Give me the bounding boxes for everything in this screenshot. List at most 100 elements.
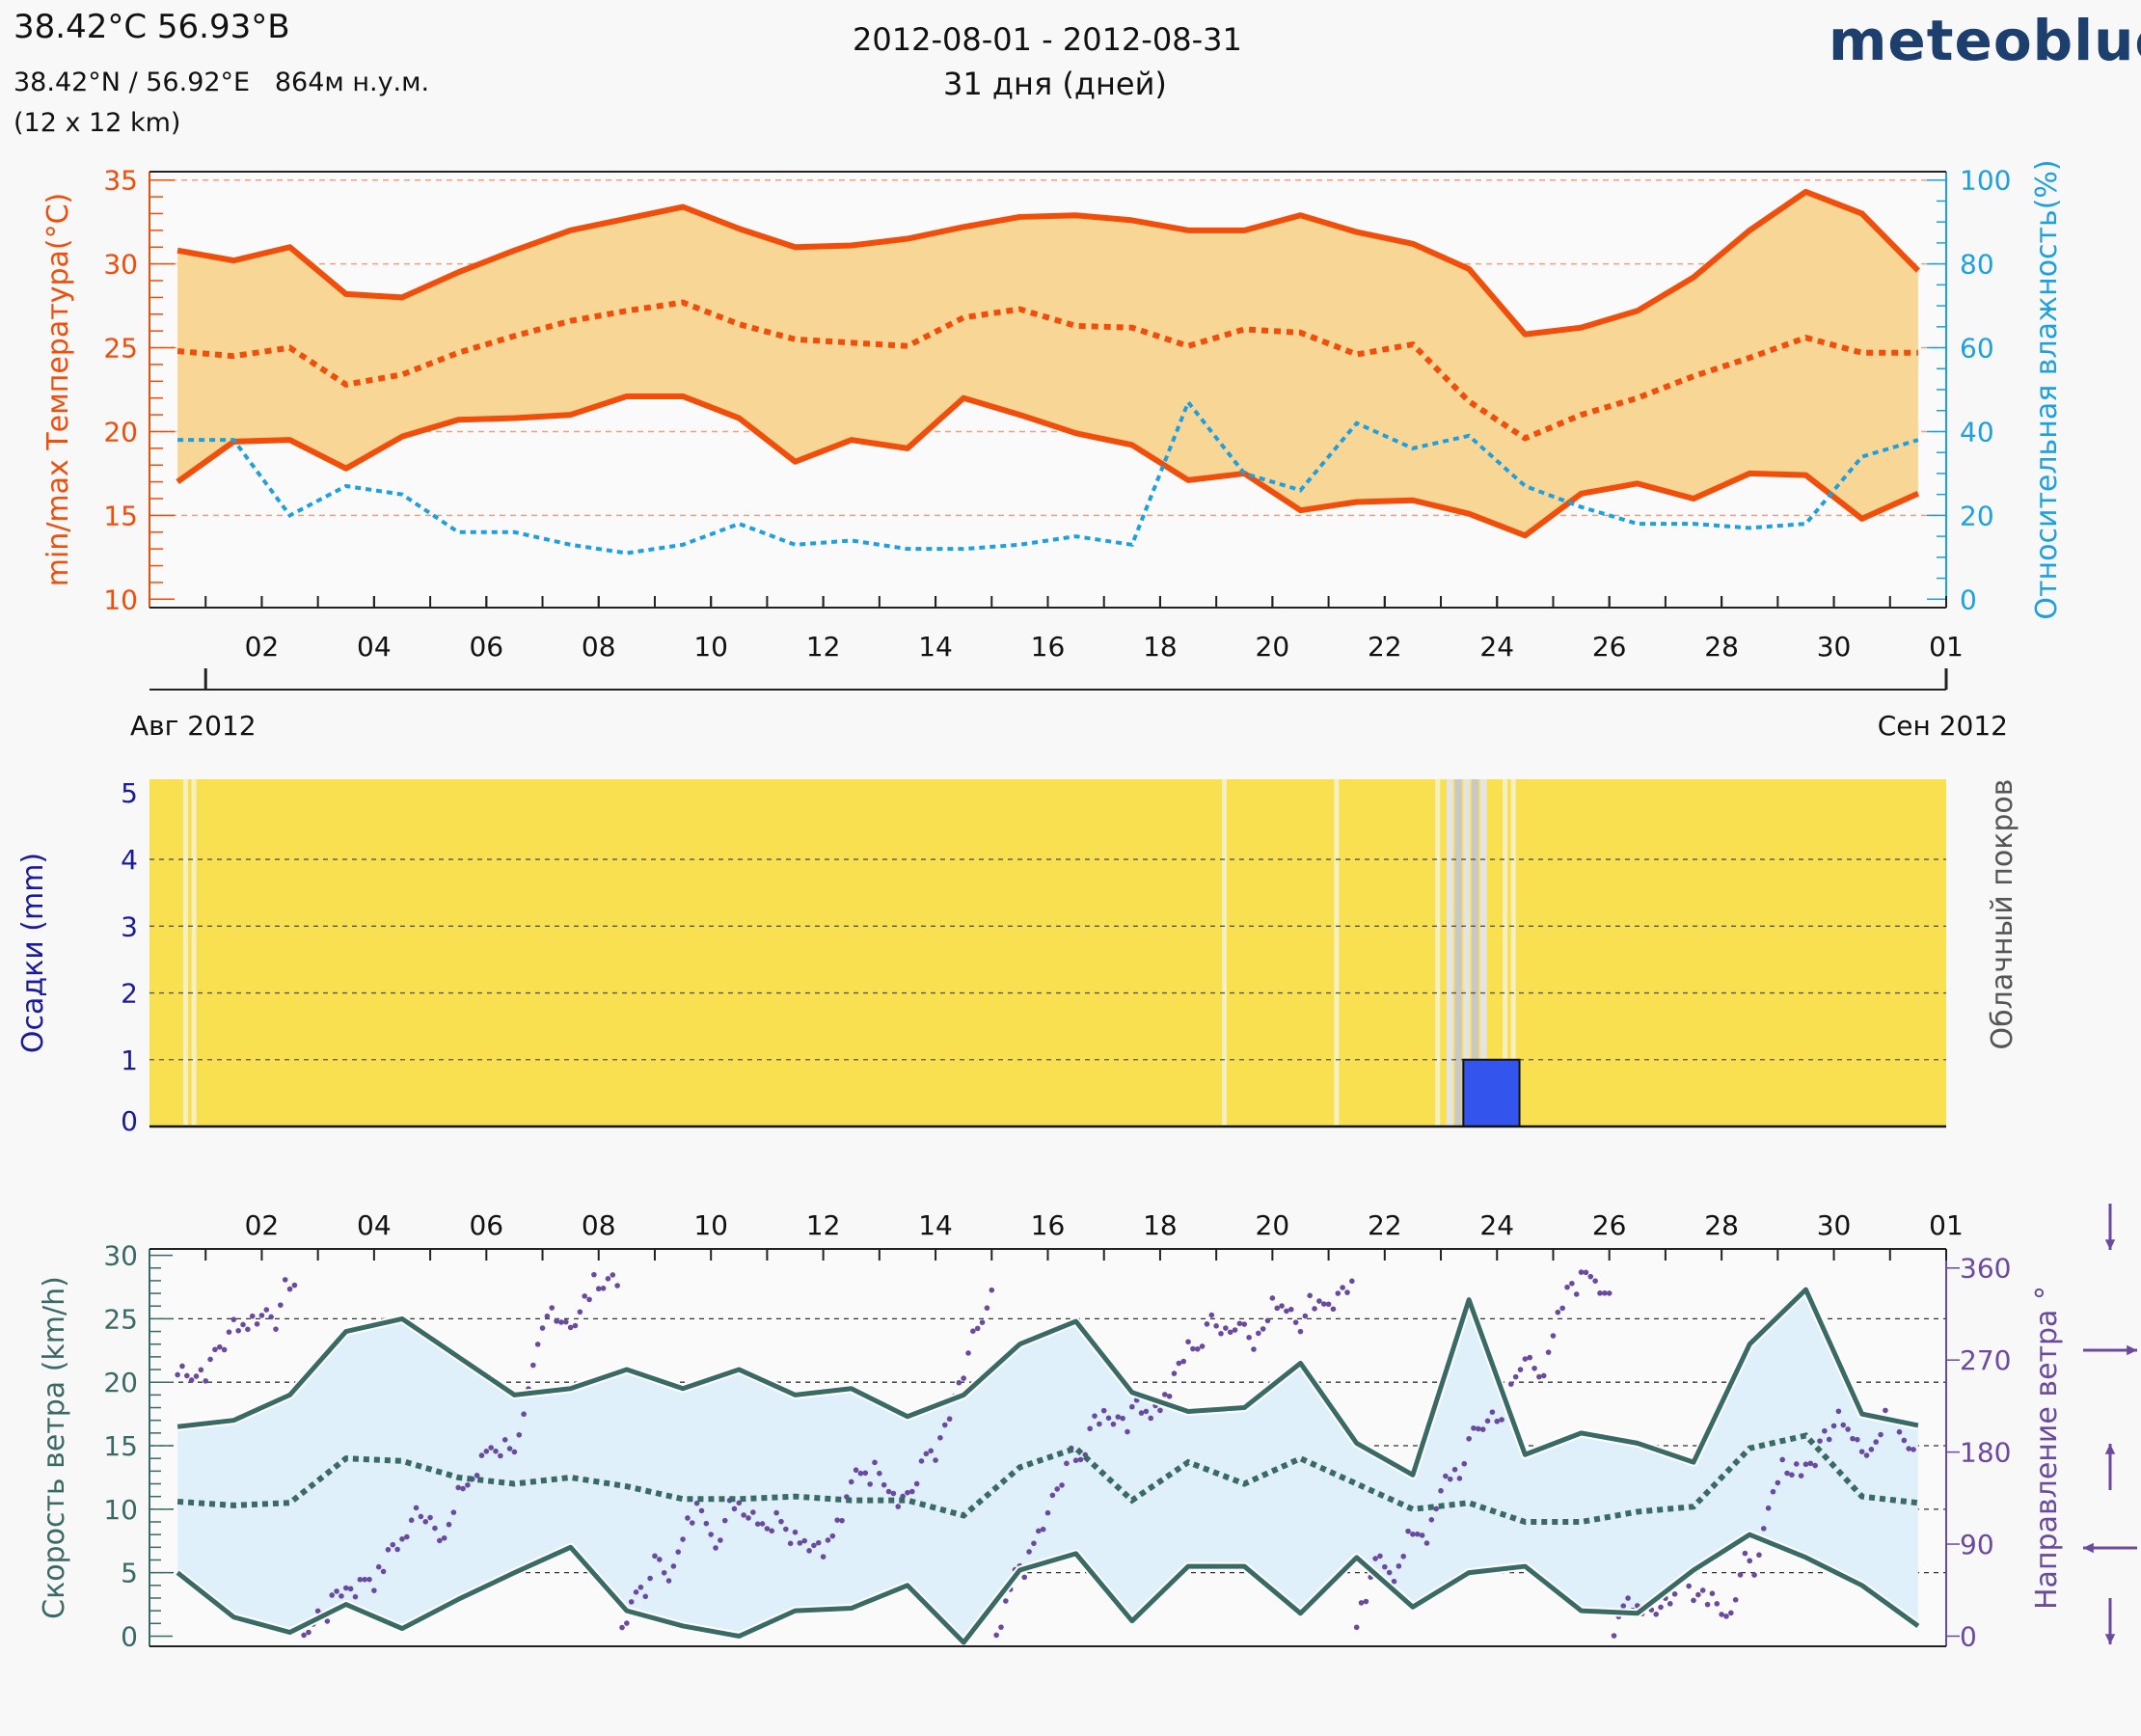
wind-direction-point [1587, 1273, 1594, 1280]
wind-direction-point [998, 1624, 1004, 1630]
wind-direction-point [1003, 1598, 1009, 1604]
wind-direction-point [970, 1328, 976, 1334]
wind-direction-point [1569, 1280, 1575, 1287]
wind-direction-point [857, 1470, 864, 1477]
wind-direction-point [1830, 1423, 1837, 1429]
wind-direction-point [1115, 1414, 1122, 1420]
wind-direction-point [567, 1324, 574, 1331]
cloud-overcast-strip [1472, 779, 1479, 1126]
wind-direction-point [362, 1576, 367, 1583]
cloud-axis-label: Облачный покров [1986, 779, 2019, 1050]
wind-direction-point [1695, 1591, 1701, 1598]
wind-direction-point [956, 1379, 962, 1386]
wind-direction-point [918, 1458, 925, 1464]
wind-direction-point [1578, 1269, 1585, 1275]
wind-direction-point [1527, 1354, 1533, 1361]
temp-x-tick-label: 04 [357, 631, 392, 663]
wind-direction-point [713, 1545, 718, 1551]
wind-direction-point [1667, 1601, 1673, 1607]
wind-direction-point [1312, 1306, 1317, 1312]
wind-direction-point [339, 1593, 344, 1599]
wind-direction-point [1583, 1269, 1589, 1276]
temp-x-tick-label: 02 [245, 631, 280, 663]
wind-direction-point [1699, 1587, 1706, 1593]
wind-direction-point [273, 1326, 279, 1332]
wind-direction-point [1049, 1492, 1056, 1499]
wind-direction-point [979, 1319, 986, 1325]
wind-x-tick-label: 22 [1368, 1209, 1402, 1241]
wind-direction-point [465, 1481, 471, 1488]
wind-direction-point [1760, 1526, 1767, 1532]
wind-direction-point [1316, 1298, 1322, 1304]
wind-direction-point [1330, 1306, 1337, 1313]
wind-direction-point [670, 1563, 677, 1569]
temp-x-tick-label: 24 [1479, 631, 1514, 663]
wind-direction-point [848, 1478, 854, 1485]
wind-direction-point [1405, 1528, 1411, 1534]
wind-direction-point [974, 1325, 981, 1332]
wind-direction-point [1040, 1526, 1046, 1533]
wind-direction-point [1471, 1424, 1477, 1431]
wind-direction-point [1845, 1426, 1851, 1432]
wind-direction-point [628, 1599, 635, 1605]
wind-direction-point [595, 1286, 602, 1292]
wind-direction-point [1292, 1319, 1299, 1325]
wind-direction-point [633, 1589, 639, 1595]
wind-direction-point [689, 1520, 695, 1526]
wind-direction-point [1602, 1289, 1608, 1296]
wind-direction-point [1451, 1466, 1458, 1473]
wind-direction-point [446, 1521, 452, 1528]
wind-direction-point [498, 1452, 503, 1459]
wind-direction-point [521, 1411, 527, 1418]
wind-tick-label: 15 [103, 1430, 138, 1462]
wind-direction-point [1161, 1392, 1168, 1397]
location-title: 38.42°С 56.93°В [14, 8, 290, 46]
coordinates: 38.42°N / 56.92°E 864м н.у.м. [14, 68, 430, 97]
wind-direction-point [450, 1509, 457, 1515]
wind-direction-point [801, 1537, 808, 1544]
wind-direction-point [1372, 1556, 1378, 1561]
wind-direction-point [1166, 1393, 1173, 1399]
wind-direction-point [1835, 1408, 1842, 1415]
wind-direction-point [811, 1542, 817, 1549]
wind-direction-point [1479, 1426, 1486, 1432]
wind-direction-point [1686, 1583, 1692, 1589]
wind-direction-point [1340, 1285, 1345, 1290]
wind-direction-point [1536, 1373, 1542, 1380]
wind-direction-point [1097, 1421, 1102, 1427]
wind-direction-point [404, 1533, 410, 1540]
humidity-tick-label: 20 [1960, 500, 1994, 531]
wind-direction-point [324, 1618, 331, 1624]
wind-direction-point [1822, 1427, 1828, 1434]
wind-direction-point [539, 1325, 546, 1331]
wind-direction-point [1396, 1563, 1402, 1569]
temp-min-line [176, 393, 1920, 539]
wind-direction-point [1190, 1345, 1196, 1352]
wind-direction-point [188, 1377, 195, 1383]
wind-direction-point [1620, 1603, 1627, 1609]
wind-direction-point [1269, 1295, 1276, 1301]
wind-direction-point [853, 1467, 859, 1474]
wind-direction-point [1714, 1601, 1721, 1607]
wind-direction-point [1855, 1436, 1860, 1443]
wind-direction-point [1157, 1407, 1163, 1414]
wind-direction-point [1709, 1590, 1716, 1597]
wind-direction-point [226, 1329, 232, 1335]
wind-direction-point [193, 1373, 200, 1379]
wind-x-tick-label: 28 [1704, 1209, 1739, 1241]
wind-direction-point [291, 1282, 298, 1288]
wind-direction-point [1213, 1323, 1219, 1329]
wind-direction-point [1335, 1290, 1342, 1296]
wind-direction-point [544, 1313, 551, 1319]
wind-direction-point [1499, 1417, 1504, 1423]
wind-direction-point [1031, 1540, 1037, 1547]
wind-direction-point [175, 1371, 180, 1378]
wind-direction-point [605, 1276, 611, 1282]
wind-x-tick-label: 30 [1817, 1209, 1852, 1241]
wind-direction-point [1807, 1460, 1814, 1467]
wind-dir-tick-label: 0 [1960, 1620, 1977, 1652]
wind-direction-point [1064, 1460, 1070, 1467]
wind-direction-point [1550, 1333, 1557, 1339]
wind-direction-point [301, 1632, 307, 1639]
